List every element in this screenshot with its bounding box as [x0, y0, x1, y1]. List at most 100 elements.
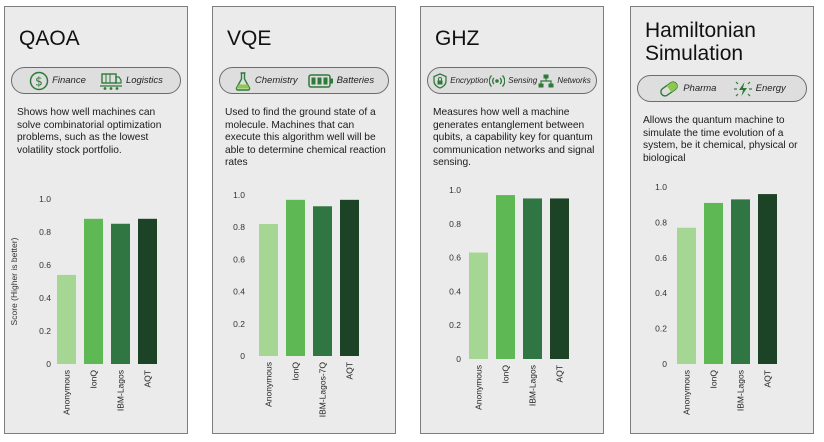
lock-icon: [433, 72, 447, 89]
bar-aqt: [340, 199, 359, 356]
y-tick-label: 0.8: [449, 219, 461, 229]
y-tick-label: 0.2: [39, 326, 51, 336]
y-tick-label: 1.0: [39, 194, 51, 204]
y-tick-label: 1.0: [449, 185, 461, 195]
tag-networks: Networks: [538, 74, 591, 88]
x-category-label: IBM-Lagos: [736, 370, 746, 411]
y-tick-label: 0.2: [233, 319, 245, 329]
tag-finance: $ Finance: [29, 71, 86, 91]
benchmark-panel-hamiltonian-simulation: Hamiltonian Simulation Pharma Energy All…: [630, 6, 814, 434]
y-tick-label: 1.0: [655, 182, 667, 192]
y-tick-label: 0.8: [655, 217, 667, 227]
bar-ionq: [704, 202, 723, 364]
y-axis-label: Score (Higher is better): [9, 237, 19, 325]
y-tick-label: 0.4: [655, 288, 667, 298]
y-tick-label: 0: [662, 359, 667, 369]
bar-anonymous: [469, 252, 488, 359]
energy-icon: [733, 79, 753, 99]
application-tags: Encryption Sensing Networks: [427, 67, 597, 94]
y-tick-label: 0.4: [39, 293, 51, 303]
svg-text:$: $: [35, 74, 43, 88]
benchmark-panel-vqe: VQE Chemistry Batteries Used to find the…: [212, 6, 396, 434]
y-tick-label: 0.2: [655, 324, 667, 334]
x-category-label: IonQ: [291, 362, 301, 381]
money-icon: $: [29, 71, 49, 91]
pill-icon: [658, 80, 680, 97]
panel-description: Allows the quantum machine to simulate t…: [643, 115, 798, 164]
tag-label: Logistics: [125, 75, 163, 86]
signal-icon: [489, 74, 506, 88]
bar-chart-vqe: 0 0.2 0.4 0.6 0.8 1.0 Anonymous IonQ IBM-Lagos-7…: [233, 190, 359, 418]
benchmark-panel-ghz: GHZ Encryption Sensing Networks Measures…: [420, 6, 604, 434]
y-tick-label: 0.8: [233, 222, 245, 232]
tag-chemistry: Chemistry: [234, 71, 298, 91]
y-tick-label: 0.6: [39, 260, 51, 270]
x-category-label: IBM-Lagos: [528, 365, 538, 406]
panel-title: VQE: [227, 27, 272, 50]
y-tick-label: 0: [456, 354, 461, 364]
panel-title: QAOA: [19, 27, 80, 50]
x-category-label: Anonymous: [62, 370, 72, 415]
y-tick-label: 0.4: [233, 287, 245, 297]
tag-pharma: Pharma: [658, 80, 717, 97]
battery-icon: [307, 73, 334, 89]
tag-label: Pharma: [683, 83, 717, 94]
tag-label: Sensing: [508, 76, 538, 85]
logistics-icon: [99, 71, 123, 91]
x-category-label: AQT: [555, 365, 565, 382]
bar-anonymous: [57, 274, 76, 364]
bar-ionq: [496, 195, 515, 359]
benchmark-panel-qaoa: QAOA $ Finance Logistics Shows how well …: [4, 6, 188, 434]
application-tags: Chemistry Batteries: [219, 67, 389, 94]
bar-ionq: [286, 199, 305, 356]
panel-description: Measures how well a machine generates en…: [433, 107, 595, 168]
tag-label: Networks: [557, 76, 591, 85]
panel-title: GHZ: [435, 27, 480, 50]
tag-logistics: Logistics: [99, 71, 163, 91]
y-tick-label: 1.0: [233, 190, 245, 200]
tag-batteries: Batteries: [307, 73, 375, 89]
bar-anonymous: [259, 223, 278, 356]
x-category-label: IonQ: [709, 370, 719, 389]
x-category-label: Anonymous: [264, 362, 274, 407]
bar-ibm-lagos: [523, 198, 542, 359]
x-category-label: IonQ: [89, 370, 99, 389]
y-tick-label: 0.8: [39, 227, 51, 237]
tag-label: Energy: [755, 83, 786, 94]
panel-description: Used to find the ground state of a molec…: [225, 107, 386, 168]
x-category-label: AQT: [143, 370, 153, 387]
tag-encryption: Encryption: [433, 72, 489, 89]
x-category-label: IBM-Lagos: [116, 370, 126, 411]
application-tags: Pharma Energy: [637, 75, 807, 102]
application-tags: $ Finance Logistics: [11, 67, 181, 94]
panel-title: Hamiltonian Simulation: [645, 19, 756, 65]
bar-chart-ghz: 0 0.2 0.4 0.6 0.8 1.0 Anonymous IonQ IBM-Lagos AQ…: [449, 185, 569, 410]
tag-label: Encryption: [450, 76, 489, 85]
tag-sensing: Sensing: [489, 74, 537, 88]
x-category-label: Anonymous: [682, 370, 692, 415]
bar-aqt: [550, 198, 569, 359]
y-tick-label: 0: [46, 359, 51, 369]
bar-aqt: [758, 194, 777, 364]
bar-chart-hamiltonian-simulation: 0 0.2 0.4 0.6 0.8 1.0 Anonymous IonQ IBM-Lagos AQ…: [655, 182, 777, 415]
y-tick-label: 0.4: [449, 286, 461, 296]
panel-description: Shows how well machines can solve combin…: [17, 107, 162, 156]
bar-ionq: [84, 218, 103, 364]
bar-ibm-lagos-7q: [313, 206, 332, 356]
network-icon: [538, 74, 554, 88]
tag-label: Chemistry: [254, 75, 298, 86]
flask-icon: [234, 71, 252, 91]
tag-energy: Energy: [733, 79, 786, 99]
y-tick-label: 0.6: [655, 253, 667, 263]
tag-label: Batteries: [336, 75, 375, 86]
tag-label: Finance: [52, 75, 86, 86]
bar-ibm-lagos: [731, 199, 750, 364]
y-tick-label: 0.6: [233, 254, 245, 264]
y-tick-label: 0: [240, 351, 245, 361]
y-tick-label: 0.2: [449, 320, 461, 330]
x-category-label: IonQ: [501, 365, 511, 384]
bar-ibm-lagos: [111, 223, 130, 364]
x-category-label: IBM-Lagos-7Q: [318, 362, 328, 418]
x-category-label: Anonymous: [474, 365, 484, 410]
bar-chart-qaoa: 0 0.2 0.4 0.6 0.8 1.0 Score (Higher is better)…: [9, 194, 157, 415]
